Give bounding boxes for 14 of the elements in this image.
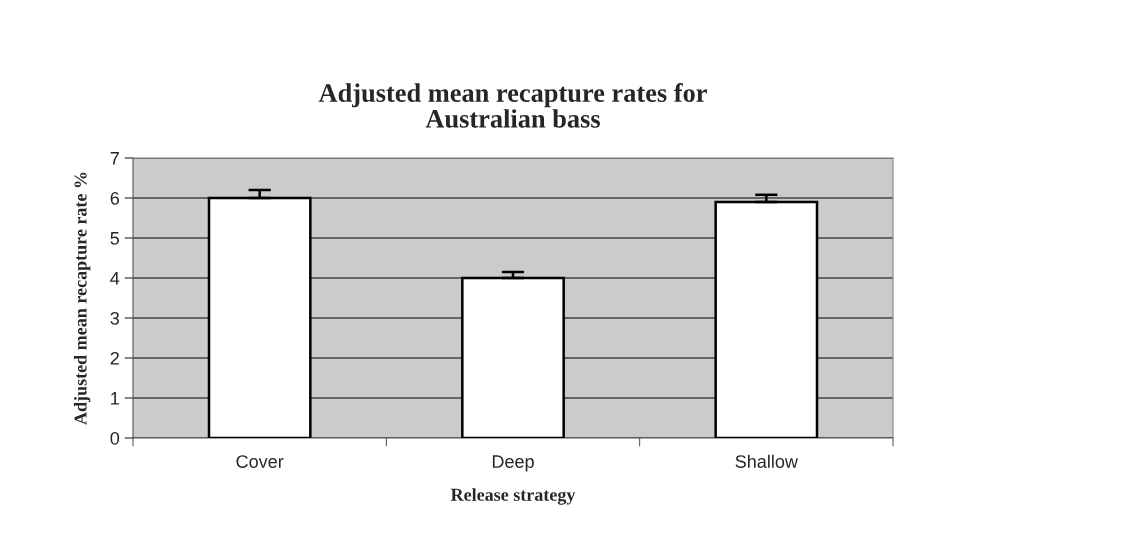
x-axis-title: Release strategy [450, 488, 576, 505]
x-tick-label: Deep [492, 455, 534, 472]
y-tick-label: 3 [110, 311, 120, 325]
y-tick-label: 2 [110, 351, 119, 365]
y-tick-label: 6 [110, 191, 120, 205]
y-tick-label: 1 [111, 392, 119, 405]
y-axis-title: Adjusted mean recapture rate % [73, 172, 91, 425]
y-tick-label: 4 [110, 272, 120, 285]
x-tick-label: Cover [236, 455, 284, 468]
x-tick-label: Shallow [735, 454, 798, 468]
chart-title: Adjusted mean recapture rates for Australian bass [318, 83, 707, 128]
y-tick-label: 7 [110, 152, 119, 165]
y-tick-label: 0 [110, 431, 120, 445]
y-tick-label: 5 [110, 232, 120, 245]
